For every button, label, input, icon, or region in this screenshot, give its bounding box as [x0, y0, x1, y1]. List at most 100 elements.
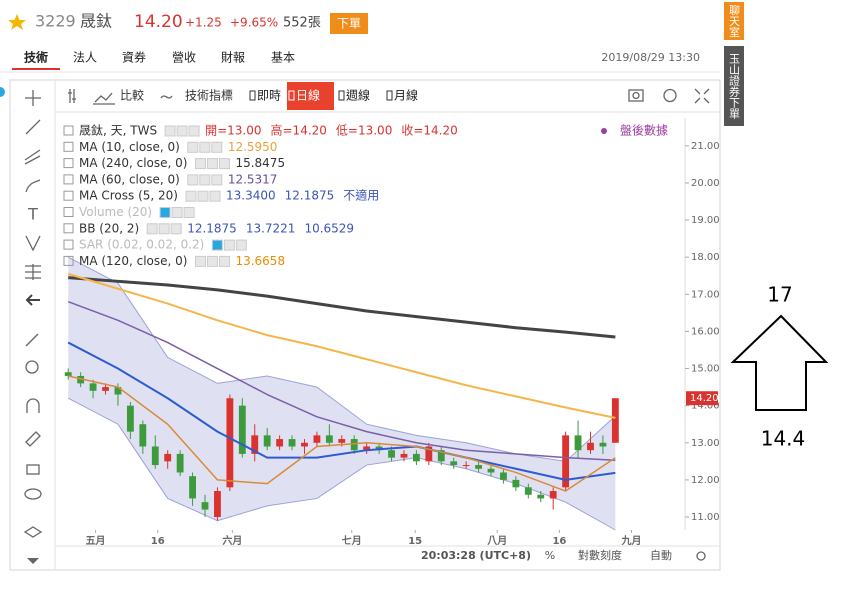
bottom-bar: 20:03:28 (UTC+8)% 對數刻度 自動 [421, 548, 672, 562]
legend-button[interactable] [183, 207, 195, 218]
x-tick-label: 15 [408, 536, 422, 547]
legend-button[interactable] [211, 174, 223, 186]
magnet-tool[interactable] [26, 398, 40, 413]
legend-collapse[interactable] [63, 207, 74, 217]
legend-button[interactable] [218, 255, 230, 267]
y-tick-label: 17.00 [691, 289, 720, 300]
compare-label[interactable]: 比較 [120, 88, 144, 103]
tab[interactable]: 營收 [172, 51, 196, 65]
tab[interactable]: 技術 [24, 50, 48, 65]
bottom-item[interactable]: 自動 [650, 548, 672, 562]
candle-body [263, 435, 271, 447]
legend-button[interactable] [158, 223, 170, 235]
crosshair-tool[interactable] [25, 90, 41, 106]
lock-tool[interactable] [26, 464, 40, 475]
favorite-star[interactable] [8, 14, 26, 30]
channel-tool[interactable] [24, 149, 41, 165]
period[interactable]: 月線 [394, 88, 418, 103]
ruler-tool[interactable] [25, 333, 39, 347]
compare-icon[interactable] [93, 92, 115, 105]
tab[interactable]: 基本 [271, 51, 295, 65]
legend-button[interactable] [235, 239, 247, 251]
legend-button[interactable] [176, 125, 188, 137]
pattern-tool[interactable] [25, 235, 41, 252]
zoom-tool[interactable] [25, 360, 39, 374]
legend-button[interactable] [223, 239, 235, 251]
legend-button[interactable] [206, 158, 218, 170]
text-tool[interactable]: T [27, 205, 38, 224]
legend-button[interactable] [159, 207, 171, 218]
legend-button[interactable] [197, 190, 209, 202]
broker-button[interactable] [724, 46, 744, 126]
legend-collapse[interactable] [63, 141, 74, 152]
legend-button[interactable] [171, 207, 183, 218]
candle-body [301, 442, 308, 447]
settings-icon[interactable] [663, 88, 677, 103]
legend-button[interactable] [211, 141, 223, 153]
candle-body [425, 446, 433, 462]
legend-button[interactable] [211, 239, 223, 251]
stock-code: 3229 [35, 12, 76, 31]
legend-button[interactable] [209, 190, 221, 202]
legend-button[interactable] [194, 158, 206, 170]
x-tick-label: 16 [151, 536, 165, 547]
legend-label: MA (240, close, 0) [79, 156, 187, 170]
legend-collapse[interactable] [63, 174, 74, 185]
active-period[interactable] [287, 82, 334, 110]
indicators-label[interactable]: 技術指標 [185, 88, 233, 103]
order-button[interactable] [330, 13, 368, 34]
period[interactable]: 即時 [257, 89, 281, 103]
legend-value: 15.8475 [235, 156, 285, 170]
bottom-item[interactable]: % [545, 549, 555, 562]
legend-collapse[interactable] [63, 190, 74, 201]
back-tool[interactable] [25, 294, 40, 306]
tab[interactable]: 財報 [221, 50, 245, 65]
tab[interactable]: 法人 [73, 51, 97, 65]
layers-tool[interactable] [23, 526, 43, 538]
legend-button[interactable] [170, 223, 182, 235]
legend-collapse[interactable] [63, 158, 74, 169]
chat-button[interactable] [724, 2, 744, 40]
bottom-settings[interactable] [696, 551, 706, 561]
tab[interactable]: 資券 [122, 50, 146, 65]
legend-button[interactable] [206, 255, 218, 267]
period[interactable]: 週線 [346, 88, 370, 103]
legend-button[interactable] [199, 174, 211, 186]
fullscreen-icon[interactable] [694, 88, 710, 104]
legend-button[interactable] [187, 141, 199, 153]
eye-tool[interactable] [24, 488, 42, 500]
annotation-bottom: 14.4 [761, 427, 806, 451]
candle-type-icon[interactable] [68, 89, 76, 103]
candle-body [475, 465, 482, 469]
candle-body [214, 491, 221, 518]
legend-collapse[interactable] [63, 239, 74, 250]
more-tool[interactable] [27, 558, 39, 564]
legend-button[interactable] [188, 125, 200, 137]
candle-body [549, 491, 557, 499]
active-tab-underline [12, 68, 60, 70]
brush-tool[interactable] [25, 179, 41, 193]
legend-button[interactable] [164, 125, 176, 137]
period-icon [288, 90, 295, 101]
legend-button[interactable] [199, 141, 211, 153]
legend-collapse[interactable] [63, 125, 74, 136]
legend-button[interactable] [185, 190, 197, 202]
indicator-icon[interactable] [160, 95, 173, 99]
fib-tool[interactable] [25, 264, 41, 280]
line-tool[interactable] [25, 119, 41, 135]
period[interactable]: 日線 [296, 88, 320, 103]
candle-body [338, 439, 346, 443]
legend-button[interactable] [194, 255, 206, 267]
legend-value: 開=13.00 [205, 124, 261, 138]
legend-collapse[interactable] [63, 223, 74, 234]
legend-button[interactable] [218, 158, 230, 170]
legend-collapse[interactable] [63, 255, 74, 266]
candle-body [151, 446, 159, 466]
legend-button[interactable] [146, 223, 158, 235]
candle-body [226, 398, 234, 488]
legend-button[interactable] [187, 174, 199, 186]
lock-draw-tool[interactable] [25, 431, 41, 447]
camera-icon[interactable] [628, 89, 644, 102]
bottom-item[interactable]: 對數刻度 [578, 548, 622, 562]
legend-label: MA (60, close, 0) [79, 172, 180, 186]
